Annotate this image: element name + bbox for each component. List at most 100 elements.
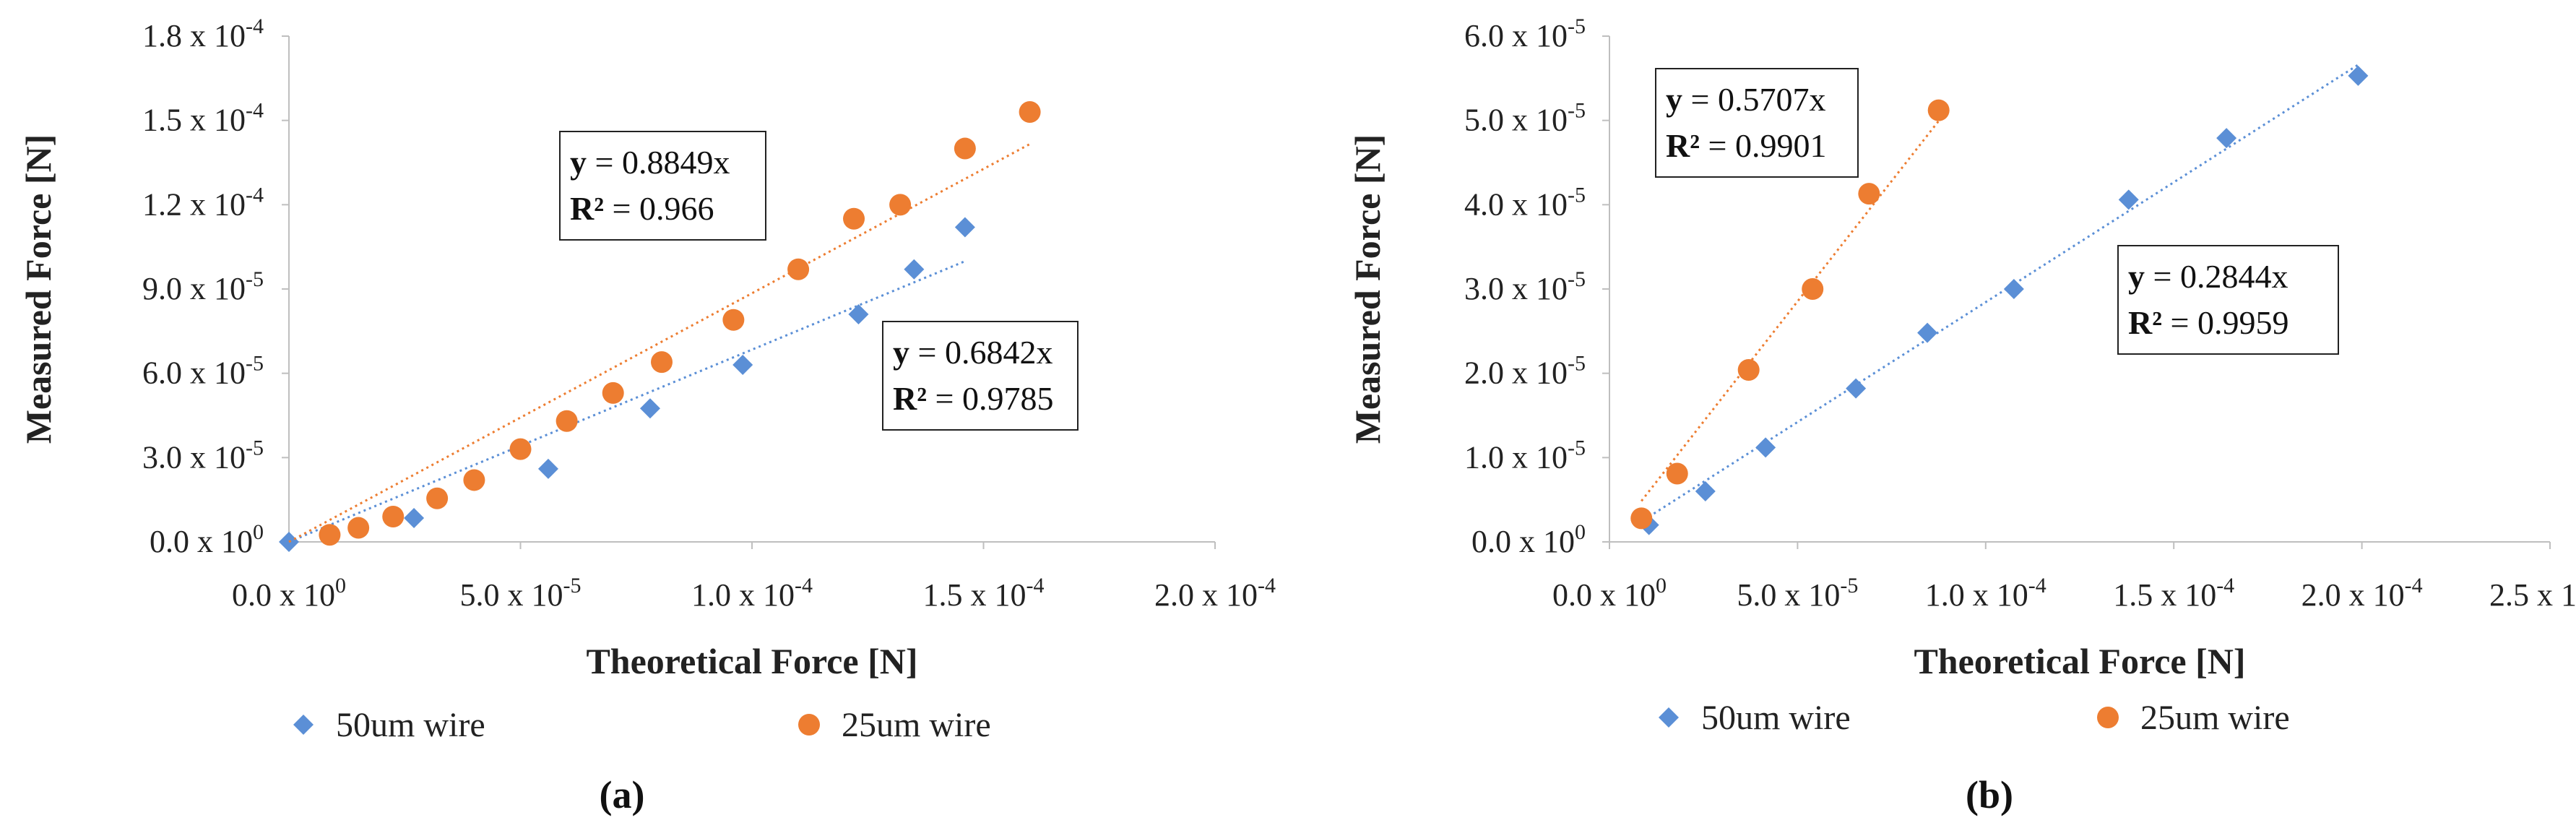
data-point-50um xyxy=(2003,279,2024,299)
y-tick-label-exponent: -5 xyxy=(246,352,264,376)
y-tick-label-exponent: -5 xyxy=(1568,352,1586,376)
data-point-50um xyxy=(404,507,425,528)
data-point-25um xyxy=(1858,183,1880,205)
r-squared-line: R² = 0.966 xyxy=(570,190,714,227)
data-point-25um xyxy=(509,438,532,460)
data-point-50um xyxy=(732,355,753,375)
y-tick-label: 9.0 x 10-5 xyxy=(142,267,264,306)
y-tick-label-mantissa: 6.0 x 10 xyxy=(1464,18,1568,53)
x-tick-label: 5.0 x 10-5 xyxy=(1737,574,1858,613)
data-point-25um xyxy=(556,410,578,432)
data-point-25um xyxy=(722,309,745,331)
data-point-50um xyxy=(2348,65,2369,86)
y-tick-label-mantissa: 0.0 x 10 xyxy=(150,524,253,559)
y-tick-label: 1.5 x 10-4 xyxy=(142,99,264,138)
y-tick-label-mantissa: 3.0 x 10 xyxy=(142,439,246,475)
data-point-50um xyxy=(2216,128,2237,149)
y-axis-title: Measured Force [N] xyxy=(1347,134,1388,444)
x-tick-label-exponent: 0 xyxy=(335,574,346,598)
legend-marker-diamond xyxy=(1659,707,1679,728)
x-tick-label-mantissa: 1.5 x 10 xyxy=(2113,577,2216,613)
r-squared-line: R² = 0.9901 xyxy=(1666,127,1826,164)
trendline-25um xyxy=(1641,120,1940,502)
x-tick-label: 5.0 x 10-5 xyxy=(460,574,582,613)
equation-line: y = 0.2844x xyxy=(2128,258,2288,295)
y-tick-label-mantissa: 1.2 x 10 xyxy=(142,186,246,222)
x-tick-label-exponent: -4 xyxy=(2216,574,2234,598)
equation-line: y = 0.6842x xyxy=(893,334,1053,371)
data-point-50um xyxy=(537,458,558,479)
y-tick-label-mantissa: 0.0 x 10 xyxy=(1471,524,1575,559)
r-squared-line: R² = 0.9959 xyxy=(2128,304,2288,341)
y-tick-label-exponent: 0 xyxy=(253,520,264,544)
r-squared-value: = 0.9901 xyxy=(1700,127,1826,164)
equation-box xyxy=(1655,68,1859,178)
x-axis-title: Theoretical Force [N] xyxy=(1914,641,2245,681)
x-tick-label-mantissa: 2.5 x 10 xyxy=(2489,577,2576,613)
data-point-25um xyxy=(319,524,341,546)
x-tick-label-mantissa: 0.0 x 10 xyxy=(232,577,335,613)
equation-y-label: y xyxy=(893,334,909,371)
r-squared-label: R² xyxy=(2128,304,2162,341)
y-tick-label-mantissa: 1.5 x 10 xyxy=(142,103,246,138)
data-point-25um xyxy=(954,137,976,160)
y-tick-label: 0.0 x 100 xyxy=(150,520,264,559)
r-squared-label: R² xyxy=(1666,127,1700,164)
y-axis-title: Measured Force [N] xyxy=(18,134,59,444)
x-tick-label: 1.0 x 10-4 xyxy=(691,574,813,613)
y-tick-label: 5.0 x 10-5 xyxy=(1464,99,1586,138)
data-point-50um xyxy=(1755,437,1776,458)
x-tick-label: 2.5 x 10-4 xyxy=(2489,574,2576,613)
legend-marker-diamond xyxy=(293,715,314,735)
y-tick-label-mantissa: 3.0 x 10 xyxy=(1464,271,1568,306)
data-point-25um xyxy=(382,506,405,527)
data-point-25um xyxy=(889,194,912,216)
x-tick-label-exponent: 0 xyxy=(1656,574,1667,598)
equation-y-label: y xyxy=(1666,81,1682,118)
data-point-25um xyxy=(1630,507,1653,530)
y-tick-label: 3.0 x 10-5 xyxy=(142,436,264,475)
y-tick-label-exponent: 0 xyxy=(1575,520,1586,544)
x-tick-label-mantissa: 1.0 x 10 xyxy=(691,577,795,613)
data-point-25um xyxy=(1019,101,1041,123)
y-tick-label: 1.0 x 10-5 xyxy=(1464,436,1586,475)
x-tick-label-mantissa: 0.0 x 10 xyxy=(1552,577,1656,613)
x-tick-label-exponent: -4 xyxy=(795,574,813,598)
legend-label: 50um wire xyxy=(1701,699,1851,737)
y-tick-label-mantissa: 4.0 x 10 xyxy=(1464,186,1568,222)
equation-y-value: = 0.5707x xyxy=(1682,81,1825,118)
data-point-25um xyxy=(787,258,810,280)
y-tick-label-exponent: -5 xyxy=(1568,14,1586,38)
data-point-25um xyxy=(347,517,370,539)
x-tick-label: 1.5 x 10-4 xyxy=(923,574,1045,613)
data-point-50um xyxy=(848,304,869,324)
y-tick-label: 0.0 x 100 xyxy=(1471,520,1586,559)
y-tick-label: 2.0 x 10-5 xyxy=(1464,352,1586,391)
equation-y-value: = 0.6842x xyxy=(909,334,1053,371)
x-tick-label-mantissa: 1.0 x 10 xyxy=(1925,577,2028,613)
x-tick-label-mantissa: 5.0 x 10 xyxy=(460,577,563,613)
data-point-50um xyxy=(2118,189,2139,210)
y-tick-label-mantissa: 2.0 x 10 xyxy=(1464,355,1568,391)
panel-label-b: (b) xyxy=(1966,773,2013,816)
data-point-25um xyxy=(843,207,865,230)
equation-line: y = 0.5707x xyxy=(1666,81,1825,118)
x-tick-label-mantissa: 2.0 x 10 xyxy=(2301,577,2405,613)
x-tick-label-exponent: -4 xyxy=(2405,574,2423,598)
x-tick-label: 0.0 x 100 xyxy=(1552,574,1667,613)
equation-y-label: y xyxy=(570,144,587,181)
data-point-25um xyxy=(426,487,449,509)
data-point-50um xyxy=(1695,481,1716,501)
legend-marker-circle xyxy=(2097,707,2119,728)
y-tick-label-mantissa: 1.8 x 10 xyxy=(142,18,246,53)
x-tick-label-exponent: -5 xyxy=(1840,574,1858,598)
data-point-50um xyxy=(1846,378,1867,399)
y-tick-label-exponent: -5 xyxy=(246,267,264,291)
equation-line: y = 0.8849x xyxy=(570,144,730,181)
r-squared-label: R² xyxy=(570,190,604,227)
y-tick-label-mantissa: 1.0 x 10 xyxy=(1464,439,1568,475)
r-squared-value: = 0.966 xyxy=(604,190,714,227)
y-tick-label-exponent: -5 xyxy=(1568,267,1586,291)
y-tick-label-mantissa: 5.0 x 10 xyxy=(1464,103,1568,138)
